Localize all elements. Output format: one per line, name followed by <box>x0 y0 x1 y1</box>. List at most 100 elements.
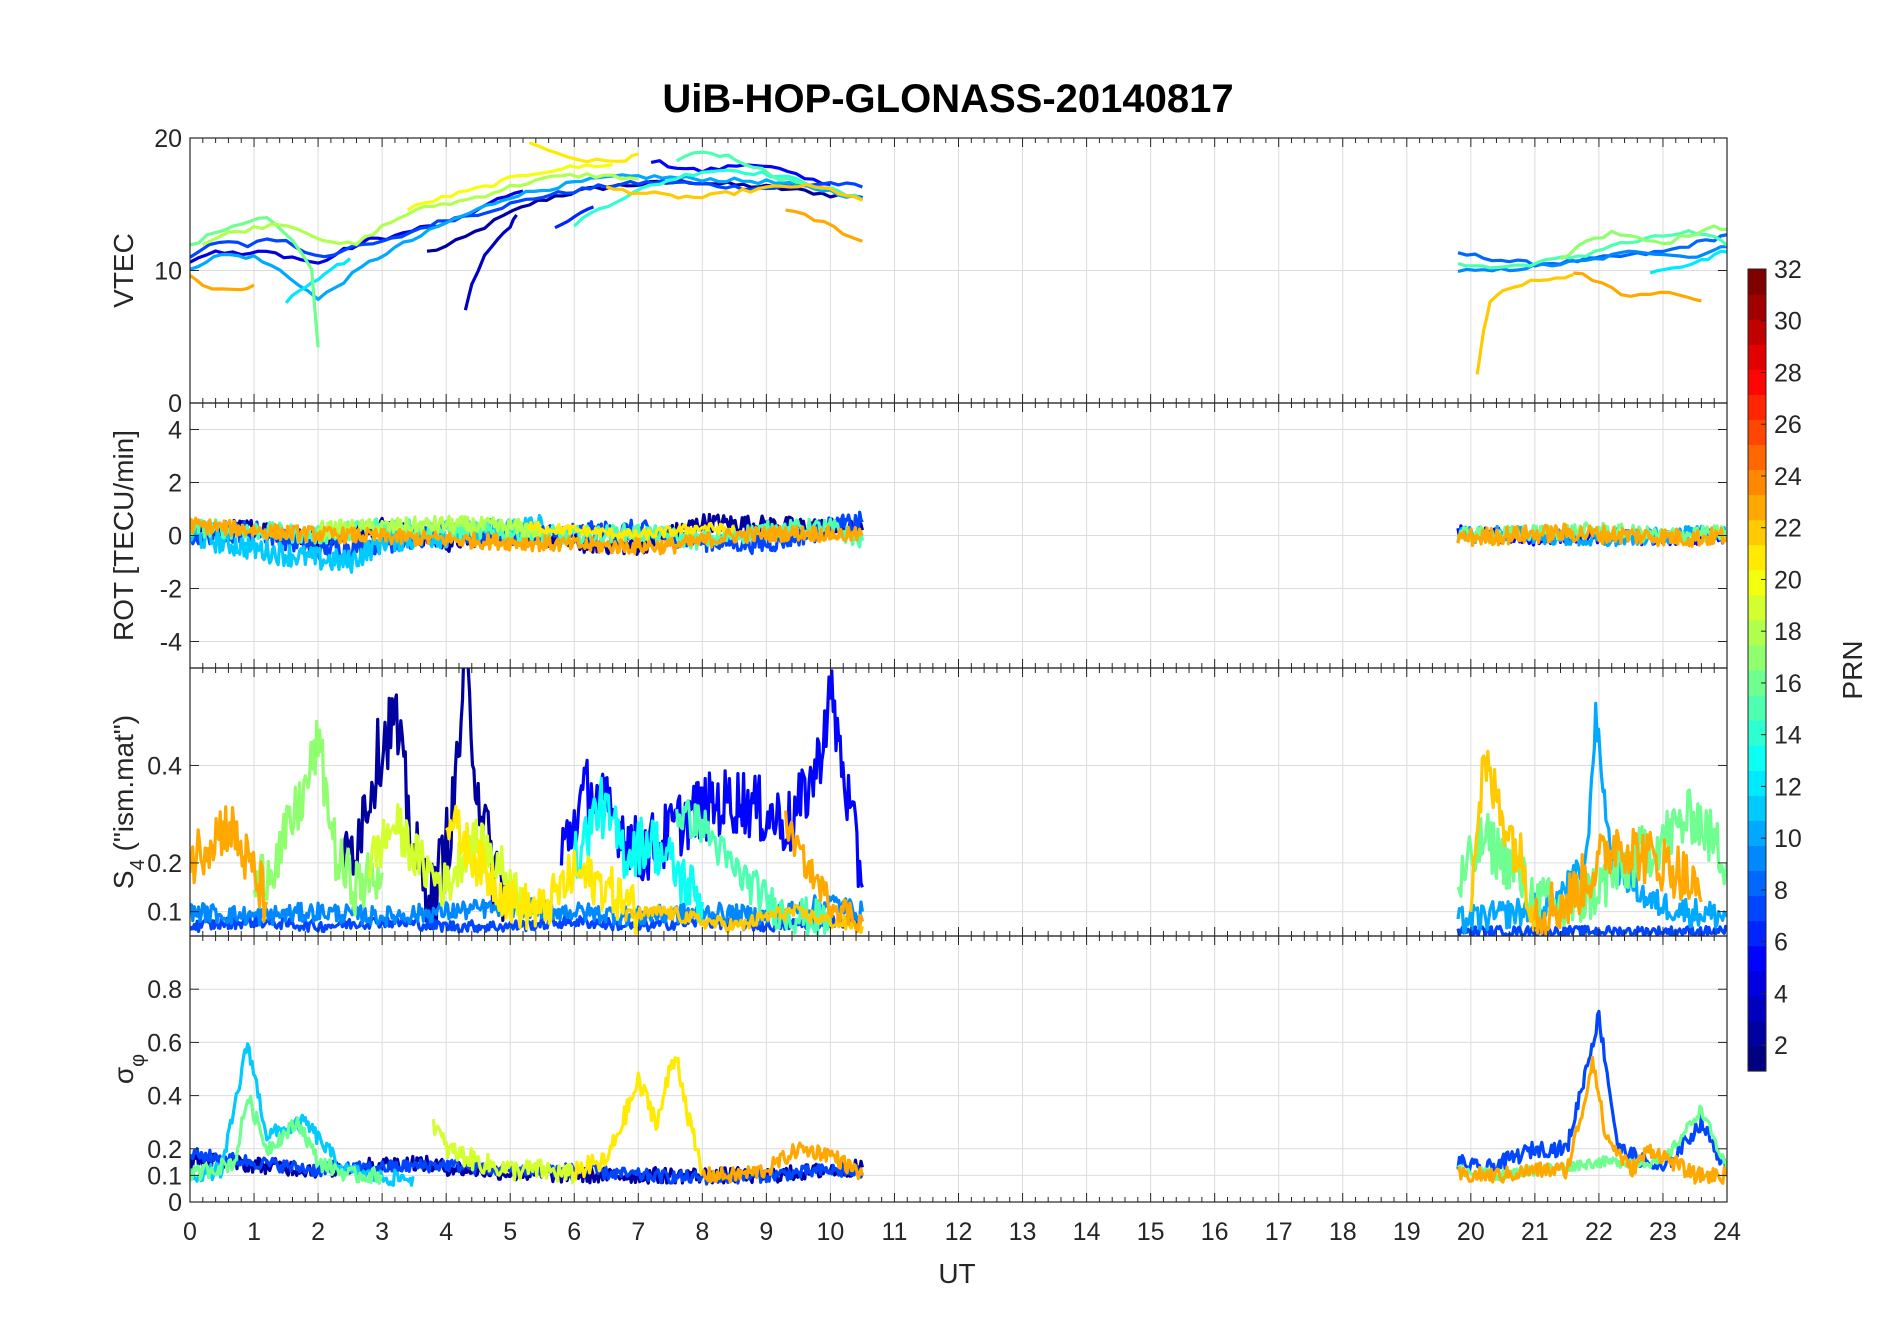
series-line-prn-16 <box>190 216 320 348</box>
x-tick-label: 1 <box>247 1218 261 1246</box>
x-tick-label: 14 <box>1073 1218 1101 1246</box>
y-tick-label: -2 <box>160 576 182 604</box>
series-line-prn-18 <box>202 172 639 247</box>
colorbar-tick-label: 6 <box>1774 929 1788 957</box>
colorbar-segment <box>1748 494 1766 521</box>
x-tick-label: 13 <box>1009 1218 1037 1246</box>
x-tick-label: 0 <box>183 1218 197 1246</box>
colorbar-frame <box>1747 268 1767 1072</box>
colorbar-tick-label: 8 <box>1774 877 1788 905</box>
y-tick-label: 2 <box>168 470 182 498</box>
series-line-prn-16 <box>1456 788 1727 930</box>
x-tick-label: 11 <box>881 1218 907 1246</box>
series-line-prn-10 <box>1456 701 1727 935</box>
y-tick-label: 10 <box>154 258 182 286</box>
y-axis-label: S4 ("ism.mat") <box>108 715 149 889</box>
colorbar-segment <box>1748 469 1766 496</box>
colorbar-segment <box>1748 920 1766 947</box>
y-axis-label-sub: φ <box>127 1054 149 1067</box>
colorbar-segment <box>1748 1020 1766 1047</box>
x-tick-label: 23 <box>1649 1218 1677 1246</box>
panel-2: -4 -2 0 2 4 ROT [TECU/min] <box>108 402 1728 669</box>
y-tick-label: 20 <box>154 125 182 153</box>
series-line-prn-2 <box>426 179 863 253</box>
x-tick-label: 15 <box>1137 1218 1165 1246</box>
colorbar-segment <box>1748 569 1766 596</box>
y-tick-label: 0.2 <box>147 850 182 878</box>
series-line-prn-6 <box>554 205 595 230</box>
colorbar-tick-label: 28 <box>1774 359 1802 387</box>
series-line-prn-9 <box>1457 245 1727 274</box>
colorbar-tick-label: 12 <box>1774 773 1802 801</box>
series-line-prn-15 <box>675 150 805 185</box>
series-line-prn-23 <box>1456 1055 1727 1185</box>
x-tick-label: 21 <box>1521 1218 1549 1246</box>
series-line-prn-23 <box>1533 827 1703 936</box>
series-line-prn-17 <box>1559 224 1727 261</box>
colorbar-tick-label: 26 <box>1774 411 1802 439</box>
series-line-prn-16 <box>190 1094 384 1185</box>
colorbar-segment <box>1748 619 1766 646</box>
colorbar-segment <box>1748 1045 1766 1072</box>
colorbar-tick-label: 18 <box>1774 618 1802 646</box>
series-line-prn-7 <box>190 1147 864 1186</box>
panel-3: 0.10.20.4S4 ("ism.mat") <box>108 667 1728 937</box>
colorbar-segment <box>1748 745 1766 771</box>
series-line-prn-13 <box>572 776 704 924</box>
colorbar-segment <box>1748 419 1766 446</box>
series-line-prn-23 <box>700 1141 864 1184</box>
colorbar-tick-label: 22 <box>1774 515 1802 543</box>
y-axis-label-sub: 4 <box>127 859 149 870</box>
x-tick-label: 4 <box>439 1218 453 1246</box>
series-line-prn-20 <box>406 162 613 212</box>
colorbar-segment <box>1748 820 1766 847</box>
colorbar-label: PRN <box>1837 640 1868 699</box>
series-group <box>190 141 1727 375</box>
colorbar-tick-label: 24 <box>1774 463 1802 491</box>
series-line-prn-22 <box>623 903 864 935</box>
y-tick-label: 0.4 <box>147 752 182 780</box>
colorbar-segment <box>1748 895 1766 922</box>
colorbar-segment <box>1748 369 1766 395</box>
series-line-prn-7 <box>1456 1009 1727 1177</box>
series-line-prn-19 <box>367 803 525 920</box>
x-tick-label: 5 <box>503 1218 517 1246</box>
series-group <box>190 1009 1727 1187</box>
series-line-prn-5 <box>650 159 831 186</box>
chart-title: UiB-HOP-GLONASS-20140817 <box>662 77 1233 121</box>
series-line-prn-10 <box>190 173 864 301</box>
colorbar-segment <box>1748 845 1766 872</box>
colorbar-tick-label: 32 <box>1774 256 1802 284</box>
colorbar-tick-label: 2 <box>1774 1032 1788 1060</box>
series-line-prn-21 <box>527 520 736 541</box>
colorbar-segment <box>1748 519 1766 546</box>
x-tick-label: 9 <box>759 1218 773 1246</box>
colorbar-tick-label: 30 <box>1774 308 1802 336</box>
series-line-prn-23 <box>1573 271 1702 303</box>
series-line-prn-22 <box>1469 749 1537 932</box>
x-tick-label: 10 <box>817 1218 845 1246</box>
series-line-prn-23 <box>190 805 269 923</box>
series-line-prn-23 <box>190 516 864 556</box>
series-line-prn-5 <box>559 669 864 889</box>
y-axis-label-main: S <box>108 870 139 889</box>
colorbar-tick-label: 4 <box>1774 980 1788 1008</box>
y-tick-label: 4 <box>168 417 182 445</box>
y-tick-label: 0.1 <box>147 1162 182 1190</box>
series-line-prn-22 <box>1475 273 1574 375</box>
colorbar-segment <box>1748 444 1766 471</box>
series-line-prn-12 <box>284 257 352 304</box>
y-tick-label: -4 <box>160 629 182 657</box>
series-line-prn-21 <box>528 141 639 164</box>
x-tick-label: 19 <box>1393 1218 1421 1246</box>
x-tick-label: 2 <box>311 1218 325 1246</box>
x-tick-label: 3 <box>375 1218 389 1246</box>
colorbar-segment <box>1748 394 1766 420</box>
y-axis-label-main: σ <box>108 1067 139 1084</box>
series-line-prn-3 <box>463 213 518 311</box>
y-tick-label: 0.4 <box>147 1083 182 1111</box>
colorbar-segment <box>1748 319 1766 345</box>
panel-4: 00.10.2 0.4 0.6 0.8 σφ <box>108 935 1728 1217</box>
